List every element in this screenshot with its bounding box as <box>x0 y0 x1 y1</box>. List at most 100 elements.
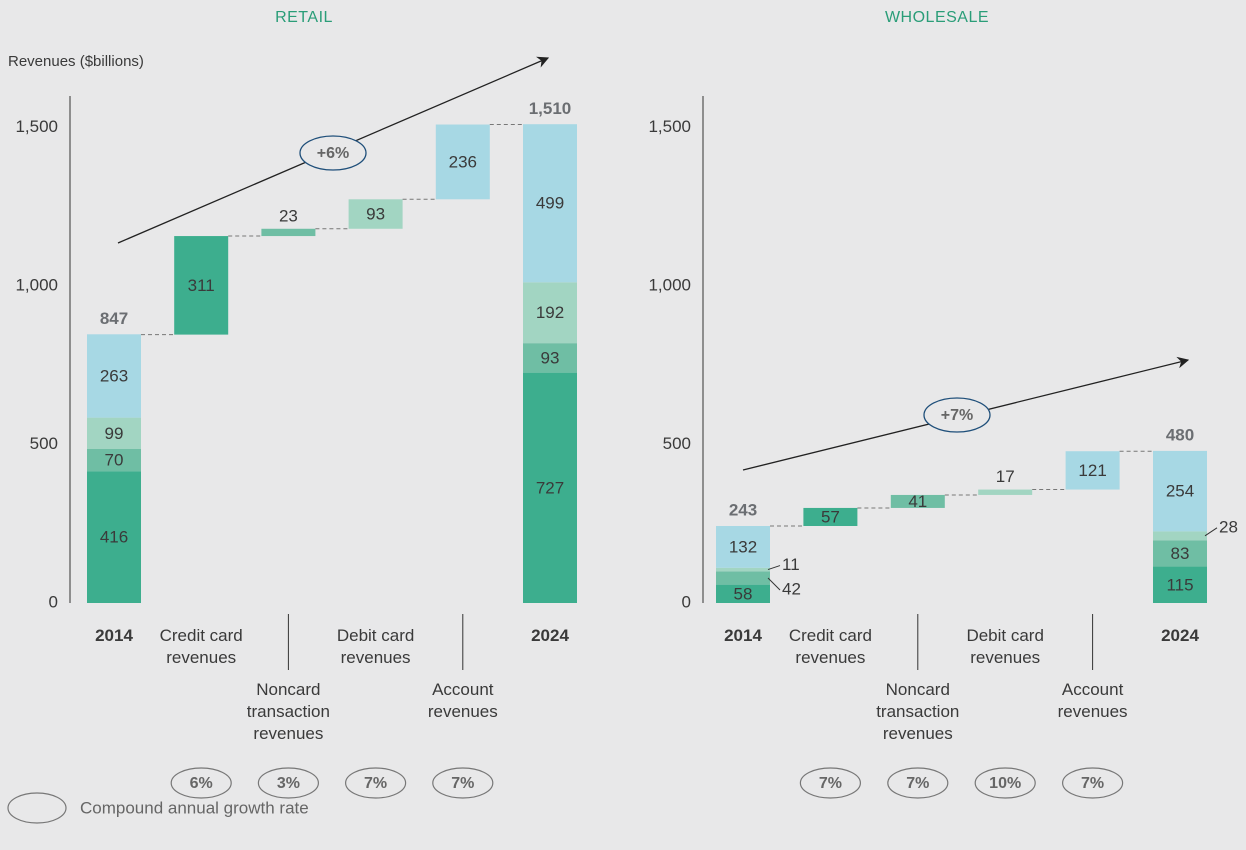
cagr-label: 7% <box>364 775 387 792</box>
overall-cagr-oval <box>923 397 991 433</box>
y-tick-label: 0 <box>682 592 691 611</box>
step-label: 41 <box>908 492 927 511</box>
step-bar <box>435 124 490 200</box>
panel-title: RETAIL <box>275 9 333 26</box>
y-axis-label: Revenues ($billions) <box>8 53 144 70</box>
segment-label: 727 <box>536 478 564 497</box>
segment-label: 70 <box>105 451 124 470</box>
segment-label: 99 <box>105 424 124 443</box>
segment-label: 28 <box>1219 517 1238 536</box>
total-label: 480 <box>1166 425 1194 444</box>
cagr-label: 7% <box>906 775 929 792</box>
step-bar <box>1065 451 1120 490</box>
bar-segment <box>1153 450 1207 532</box>
leader-line <box>767 565 781 571</box>
segment-label: 42 <box>782 579 801 598</box>
bar-segment <box>523 282 577 344</box>
cagr-oval <box>887 767 949 799</box>
category-label: Debit card revenues <box>966 626 1044 667</box>
y-tick-label: 0 <box>49 592 58 611</box>
segment-label: 192 <box>536 303 564 322</box>
cagr-label: 7% <box>1081 775 1104 792</box>
leader-line <box>1204 527 1218 537</box>
bar-segment <box>1153 531 1207 541</box>
bar-segment <box>87 334 141 418</box>
bar-segment <box>1153 566 1207 603</box>
bar-segment <box>87 448 141 472</box>
y-tick-label: 500 <box>663 434 691 453</box>
step-label: 57 <box>821 507 840 526</box>
bar-segment <box>87 471 141 603</box>
bar-segment <box>716 584 770 603</box>
bar-segment <box>523 343 577 373</box>
category-label: Credit card revenues <box>788 626 872 667</box>
overall-cagr-oval <box>299 135 367 171</box>
bar-segment <box>716 525 770 568</box>
cagr-oval <box>257 767 319 799</box>
category-label: 2014 <box>95 626 133 645</box>
step-label: 311 <box>188 276 215 295</box>
leader-line <box>767 577 781 591</box>
segment-label: 58 <box>734 584 753 603</box>
total-label: 1,510 <box>529 99 572 118</box>
category-label: 2024 <box>1161 626 1199 645</box>
segment-label: 263 <box>100 366 128 385</box>
step-label: 236 <box>449 152 477 171</box>
category-label: 2024 <box>531 626 569 645</box>
overall-cagr-label: +7% <box>941 407 973 424</box>
category-label: Noncard transaction revenues <box>876 680 960 743</box>
cagr-label: 3% <box>277 775 300 792</box>
y-tick-label: 500 <box>30 434 58 453</box>
bar-segment <box>716 571 770 585</box>
cagr-oval <box>345 767 407 799</box>
category-label: Account revenues <box>427 680 498 721</box>
overall-cagr-label: +6% <box>317 145 349 162</box>
category-label: Account revenues <box>1057 680 1128 721</box>
cagr-label: 7% <box>451 775 474 792</box>
step-bar <box>803 507 858 526</box>
category-label: 2014 <box>724 626 762 645</box>
segment-label: 83 <box>1171 544 1190 563</box>
step-label: 121 <box>1078 461 1106 480</box>
step-bar <box>261 228 316 237</box>
bar-segment <box>523 372 577 603</box>
panel-title: WHOLESALE <box>885 9 989 26</box>
step-label: 23 <box>279 206 298 225</box>
bar-segment <box>523 124 577 283</box>
y-tick-label: 1,000 <box>15 276 58 295</box>
cagr-oval <box>1061 767 1124 799</box>
category-label: Debit card revenues <box>336 626 415 667</box>
bar-segment <box>87 417 141 449</box>
cagr-oval <box>974 767 1036 799</box>
bar-segment <box>716 567 770 572</box>
cagr-oval <box>432 767 494 799</box>
cagr-oval <box>170 767 232 799</box>
cagr-label: 7% <box>819 775 842 792</box>
step-bar <box>174 236 229 335</box>
y-tick-label: 1,500 <box>648 117 691 136</box>
step-label: 17 <box>996 467 1015 486</box>
bar-segment <box>1153 540 1207 567</box>
total-label: 243 <box>729 500 757 519</box>
segment-label: 132 <box>729 537 757 556</box>
step-bar <box>890 494 945 508</box>
y-tick-label: 1,500 <box>15 117 58 136</box>
segment-label: 254 <box>1166 482 1194 501</box>
cagr-label: 10% <box>989 775 1021 792</box>
legend-label: Compound annual growth rate <box>80 798 309 817</box>
step-label: 93 <box>366 205 385 224</box>
segment-label: 115 <box>1166 575 1193 594</box>
step-bar <box>348 199 403 229</box>
legend-oval <box>7 792 67 824</box>
cagr-label: 6% <box>190 775 213 792</box>
segment-label: 93 <box>541 348 560 367</box>
segment-label: 499 <box>536 194 564 213</box>
segment-label: 416 <box>100 528 128 547</box>
total-label: 847 <box>100 309 128 328</box>
segment-label: 11 <box>782 555 800 574</box>
cagr-oval <box>799 767 862 799</box>
category-label: Credit card revenues <box>159 626 243 667</box>
step-bar <box>978 489 1033 495</box>
